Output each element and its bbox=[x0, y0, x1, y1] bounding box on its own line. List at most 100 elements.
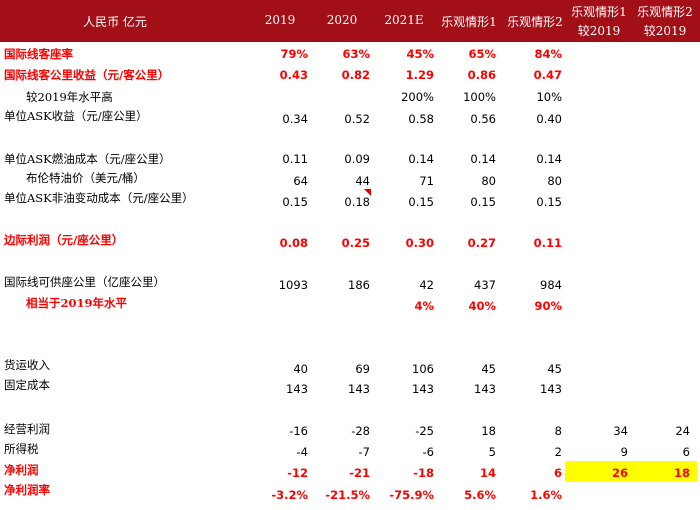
value-2019: -16 bbox=[289, 424, 308, 438]
value-2021e: 143 bbox=[412, 382, 434, 396]
value-2019: 64 bbox=[293, 174, 308, 188]
value-scenario2: 6 bbox=[553, 466, 562, 480]
value-2020: 0.25 bbox=[341, 236, 370, 250]
value-2020: 143 bbox=[348, 382, 370, 396]
value-scenario1: 0.15 bbox=[470, 195, 496, 209]
value-2021e: 200% bbox=[401, 90, 434, 104]
row-brent-price: 布伦特油价（美元/桶） 64 44 71 80 80 bbox=[0, 169, 700, 188]
value-scenario1: 437 bbox=[474, 278, 496, 292]
row-yield-vs-2019: 较2019年水平高 200% 100% 10% bbox=[0, 88, 700, 106]
row-intl-load-factor: 国际线客座率 79% 63% 45% 65% 84% bbox=[0, 45, 700, 63]
row-label: 单位ASK燃油成本（元/座公里） bbox=[4, 152, 171, 166]
value-scenario1: 14 bbox=[479, 466, 496, 480]
value-scenario1: 0.14 bbox=[470, 152, 496, 166]
header-unit: 人民币 亿元 bbox=[83, 15, 147, 29]
row-label: 货运收入 bbox=[4, 358, 50, 372]
value-2021e: 71 bbox=[419, 174, 434, 188]
value-2021e: -18 bbox=[413, 466, 434, 480]
value-2021e: 4% bbox=[414, 299, 434, 313]
value-scenario2: 0.11 bbox=[533, 236, 562, 250]
value-scenario2: 0.14 bbox=[536, 152, 562, 166]
value-scenario2: 0.47 bbox=[533, 68, 562, 82]
value-2019: -3.2% bbox=[271, 488, 308, 502]
header-scenario2: 乐观情形2 bbox=[507, 15, 563, 29]
row-net-profit: 净利润 -12 -21 -18 14 6 26 18 bbox=[0, 461, 700, 480]
row-cargo-revenue: 货运收入 40 69 106 45 45 bbox=[0, 356, 700, 376]
row-fuel-cask: 单位ASK燃油成本（元/座公里） 0.11 0.09 0.14 0.14 0.1… bbox=[0, 150, 700, 168]
value-2020: -7 bbox=[358, 445, 370, 459]
value-2020: 0.18 bbox=[344, 195, 370, 209]
value-2020: -21.5% bbox=[325, 488, 370, 502]
value-2019: -12 bbox=[287, 466, 308, 480]
value-2021e: 42 bbox=[419, 278, 434, 292]
value-scenario2: 143 bbox=[540, 382, 562, 396]
header-2021e: 2021E bbox=[384, 13, 424, 27]
value-scenario1: 18 bbox=[481, 424, 496, 438]
value-2021e: 0.14 bbox=[408, 152, 434, 166]
row-income-tax: 所得税 -4 -7 -6 5 2 9 6 bbox=[0, 440, 700, 459]
value-2021e: 1.29 bbox=[405, 68, 434, 82]
row-label: 净利润率 bbox=[4, 483, 50, 497]
value-2020: 0.09 bbox=[344, 152, 370, 166]
value-2019: 0.34 bbox=[282, 112, 308, 126]
row-ask-vs-2019: 相当于2019年水平 4% 40% 90% bbox=[0, 294, 700, 313]
value-2019: 0.15 bbox=[282, 195, 308, 209]
value-scenario2: 45 bbox=[547, 362, 562, 376]
header-2020: 2020 bbox=[326, 13, 358, 27]
value-scenario1: 100% bbox=[463, 90, 496, 104]
value-scenario2: 8 bbox=[554, 424, 562, 438]
value-scenario2-vs2019: 18 bbox=[673, 466, 690, 480]
value-scenario2: 984 bbox=[540, 278, 562, 292]
row-label: 单位ASK收益（元/座公里） bbox=[4, 109, 148, 123]
row-label: 边际利润（元/座公里） bbox=[4, 233, 124, 247]
value-scenario1: 65% bbox=[468, 47, 496, 61]
value-scenario1: 0.27 bbox=[467, 236, 496, 250]
value-2019: 0.08 bbox=[279, 236, 308, 250]
value-2021e: 0.30 bbox=[405, 236, 434, 250]
value-2019: 0.43 bbox=[279, 68, 308, 82]
value-scenario1: 40% bbox=[468, 299, 496, 313]
value-2019: 1093 bbox=[278, 278, 308, 292]
value-scenario1: 80 bbox=[481, 174, 496, 188]
value-2019: 79% bbox=[280, 47, 308, 61]
value-scenario1: 0.56 bbox=[470, 112, 496, 126]
row-label: 经营利润 bbox=[4, 422, 50, 436]
row-label: 单位ASK非油变动成本（元/座公里） bbox=[4, 191, 194, 205]
value-2020: -21 bbox=[349, 466, 370, 480]
value-scenario2: 1.6% bbox=[530, 488, 562, 502]
table-header: 人民币 亿元 2019 2020 2021E 乐观情形1 乐观情形2 乐观情形1… bbox=[0, 0, 700, 42]
value-2020: 0.82 bbox=[341, 68, 370, 82]
value-scenario1-vs2019: 26 bbox=[611, 466, 628, 480]
value-2021e: -6 bbox=[422, 445, 434, 459]
value-2020: 44 bbox=[355, 174, 370, 188]
header-scenario1-vs2019-line1: 乐观情形1 bbox=[571, 5, 627, 19]
value-scenario1: 5 bbox=[488, 445, 496, 459]
row-operating-profit: 经营利润 -16 -28 -25 18 8 34 24 bbox=[0, 420, 700, 438]
value-2020: 63% bbox=[342, 47, 370, 61]
value-2021e: 0.15 bbox=[408, 195, 434, 209]
value-2021e: -25 bbox=[415, 424, 434, 438]
header-scenario2-vs2019-line1: 乐观情形2 bbox=[637, 5, 693, 19]
value-scenario1-vs2019: 9 bbox=[620, 445, 628, 459]
value-scenario2-vs2019: 24 bbox=[675, 424, 690, 438]
header-scenario2-vs2019-line2: 较2019 bbox=[643, 24, 687, 38]
row-label: 较2019年水平高 bbox=[26, 90, 113, 104]
value-2019: 40 bbox=[293, 362, 308, 376]
header-scenario1: 乐观情形1 bbox=[441, 15, 497, 29]
value-2021e: 0.58 bbox=[408, 112, 434, 126]
value-2020: 69 bbox=[355, 362, 370, 376]
value-scenario1: 0.86 bbox=[467, 68, 496, 82]
row-label: 布伦特油价（美元/桶） bbox=[26, 171, 145, 185]
value-scenario2: 0.40 bbox=[536, 112, 562, 126]
row-label: 相当于2019年水平 bbox=[26, 296, 128, 310]
comment-marker bbox=[364, 189, 371, 196]
value-scenario1-vs2019: 34 bbox=[613, 424, 628, 438]
value-2021e: 106 bbox=[412, 362, 434, 376]
row-rask: 单位ASK收益（元/座公里） 0.34 0.52 0.58 0.56 0.40 bbox=[0, 107, 700, 126]
value-scenario2: 80 bbox=[547, 174, 562, 188]
value-2021e: -75.9% bbox=[389, 488, 434, 502]
row-label: 国际线可供座公里（亿座公里） bbox=[4, 275, 165, 289]
value-scenario2: 10% bbox=[536, 90, 562, 104]
value-scenario2: 0.15 bbox=[536, 195, 562, 209]
row-label: 国际线客公里收益（元/客公里） bbox=[4, 68, 170, 82]
